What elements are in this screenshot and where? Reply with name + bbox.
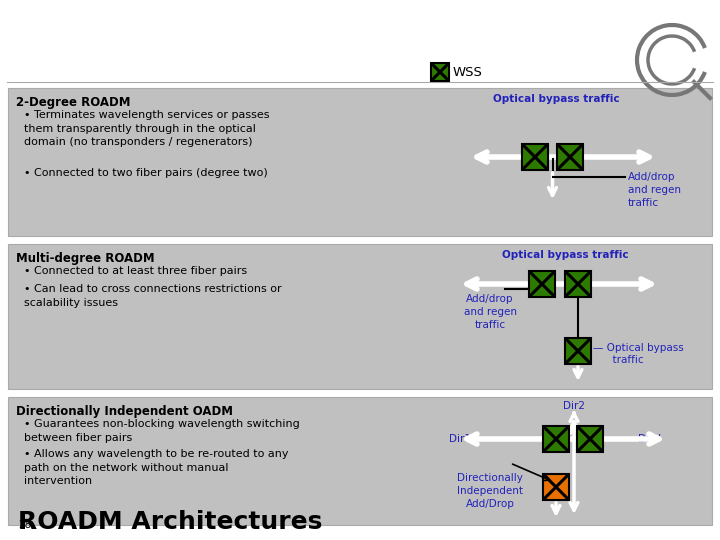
Text: • Connected to at least three fiber pairs: • Connected to at least three fiber pair… — [24, 266, 247, 276]
Text: DirN: DirN — [639, 434, 662, 444]
Text: ROADM Architectures: ROADM Architectures — [18, 510, 323, 534]
Text: Add/drop
and regen
traffic: Add/drop and regen traffic — [464, 294, 516, 329]
Text: • Terminates wavelength services or passes
them transparently through in the opt: • Terminates wavelength services or pass… — [24, 110, 269, 147]
Text: — Optical bypass
      traffic: — Optical bypass traffic — [593, 342, 684, 366]
Text: 2-Degree ROADM: 2-Degree ROADM — [16, 96, 130, 109]
Text: • Guarantees non-blocking wavelength switching
between fiber pairs: • Guarantees non-blocking wavelength swi… — [24, 419, 300, 443]
Bar — [8, 397, 712, 525]
Text: Directionally
Independent
Add/Drop: Directionally Independent Add/Drop — [457, 473, 523, 509]
Text: 28: 28 — [18, 520, 31, 530]
Bar — [529, 271, 555, 297]
Text: Optical bypass traffic: Optical bypass traffic — [492, 94, 619, 104]
Bar — [543, 474, 569, 500]
Text: WSS: WSS — [453, 65, 483, 78]
Text: Directionally Independent OADM: Directionally Independent OADM — [16, 405, 233, 418]
Bar — [8, 88, 712, 236]
Bar — [8, 244, 712, 389]
Text: Add/drop
and regen
traffic: Add/drop and regen traffic — [628, 172, 680, 207]
Bar — [565, 271, 591, 297]
Bar — [565, 338, 591, 364]
Text: Dir2: Dir2 — [563, 401, 585, 411]
Text: • Can lead to cross connections restrictions or
scalability issues: • Can lead to cross connections restrict… — [24, 284, 282, 308]
Bar — [577, 426, 603, 452]
Bar — [557, 144, 583, 170]
Bar — [522, 144, 548, 170]
Bar — [431, 63, 449, 81]
Text: Multi-degree ROADM: Multi-degree ROADM — [16, 252, 155, 265]
Bar — [543, 426, 569, 452]
Text: Dir1: Dir1 — [449, 434, 471, 444]
Text: • Connected to two fiber pairs (degree two): • Connected to two fiber pairs (degree t… — [24, 168, 268, 178]
Text: Optical bypass traffic: Optical bypass traffic — [502, 250, 629, 260]
Text: • Allows any wavelength to be re-routed to any
path on the network without manua: • Allows any wavelength to be re-routed … — [24, 449, 289, 486]
